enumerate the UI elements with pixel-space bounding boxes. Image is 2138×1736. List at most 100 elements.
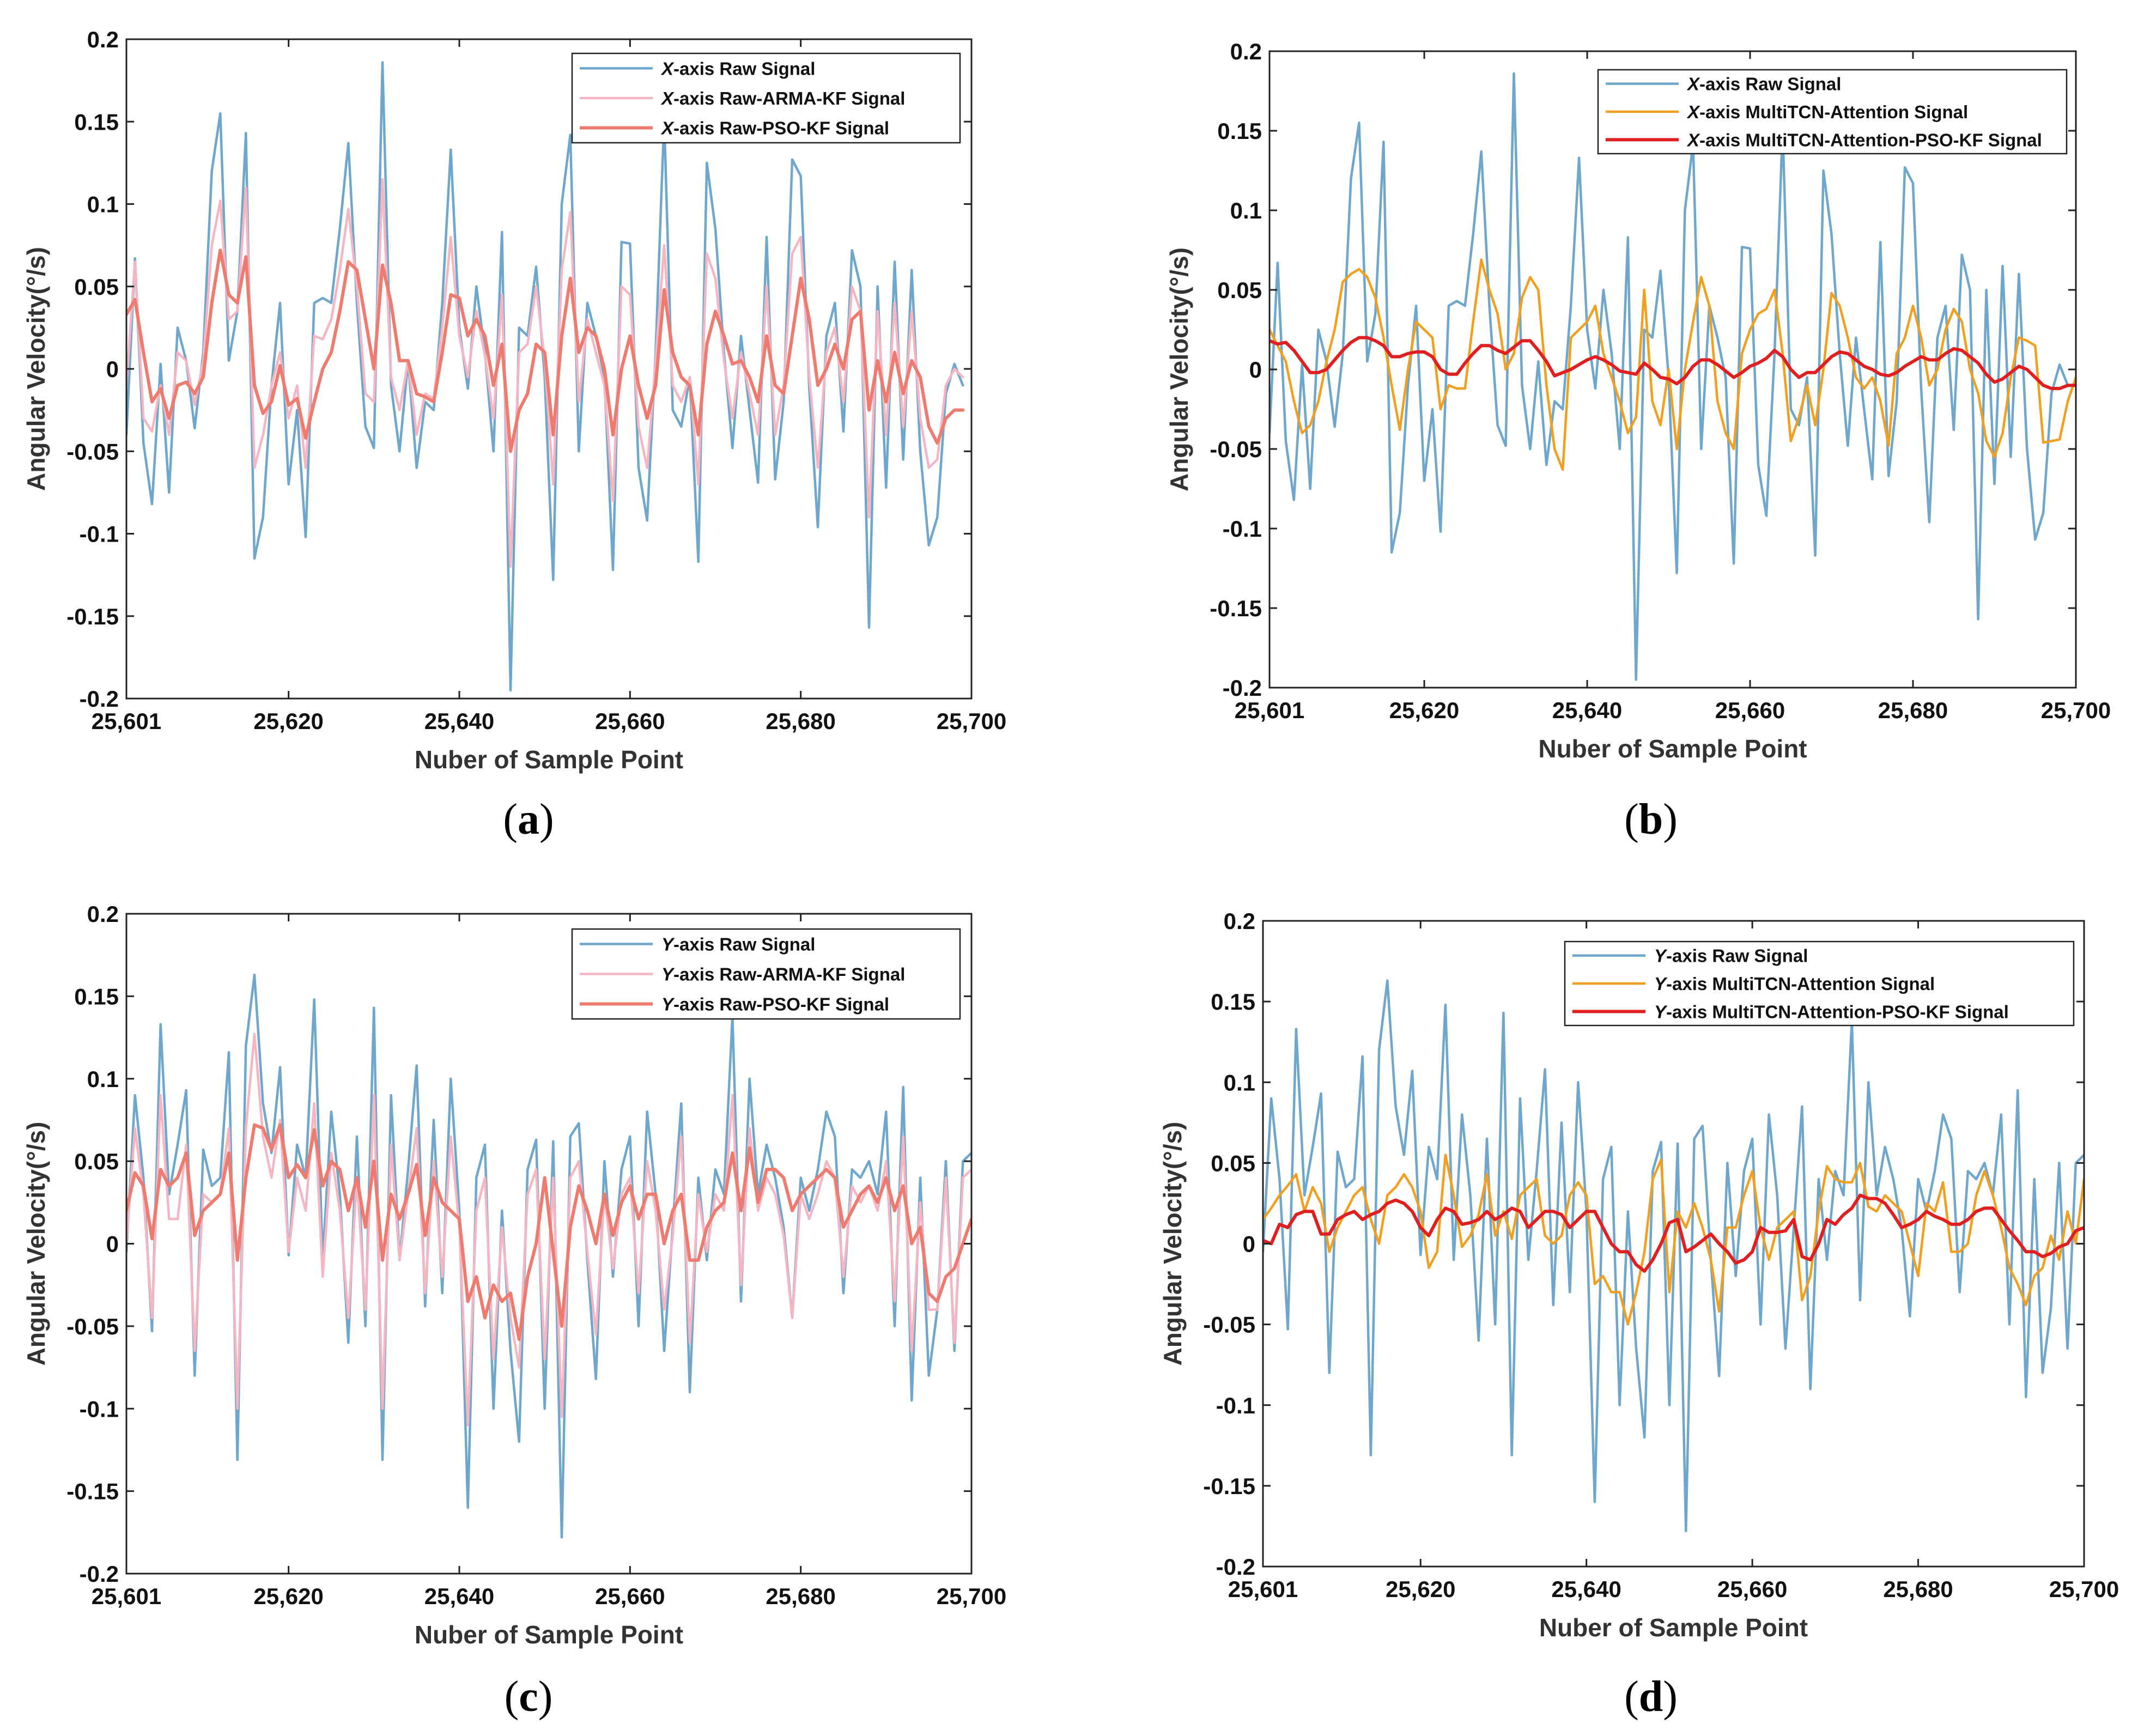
legend-series-name: -axis MultiTCN-Attention Signal <box>1699 102 1968 122</box>
y-tick-label: -0.1 <box>80 1396 119 1422</box>
y-tick-label: 0 <box>1249 357 1262 383</box>
series-line-multitcn-attention-signal <box>1270 258 2076 471</box>
y-axis-title: Angular Velocity(°/s) <box>1158 1122 1187 1366</box>
x-tick-label: 25,660 <box>595 708 665 734</box>
legend-series-name: -axis Raw-ARMA-KF Signal <box>673 88 905 108</box>
x-tick-label: 25,680 <box>1878 697 1948 723</box>
x-tick-label: 25,700 <box>937 1583 1006 1609</box>
chart-panel-d: 0.2 0.15 0.1 0.05 0 -0.05 -0.1 -0.15 -0.225,601 2… <box>1158 908 2119 1721</box>
x-tick-label: 25,660 <box>595 1583 665 1609</box>
legend-axis-letter: X <box>660 88 675 108</box>
x-tick-label: 25,700 <box>2049 1576 2119 1602</box>
legend-axis-letter: X <box>660 118 675 138</box>
y-tick-label: -0.15 <box>66 604 119 629</box>
x-tick-label: 25,620 <box>1389 697 1459 723</box>
legend-axis-letter: X <box>1686 102 1700 122</box>
legend-series-name: -axis Raw-ARMA-KF Signal <box>673 964 905 985</box>
x-tick-label: 25,640 <box>1552 697 1622 723</box>
legend-series-name: -axis Raw Signal <box>673 934 815 955</box>
legend-series-name: -axis MultiTCN-Attention-PSO-KF Signal <box>1666 1001 2009 1022</box>
legend-entry-label: Y-axis Raw-ARMA-KF Signal <box>661 964 905 985</box>
legend-series-name: -axis Raw Signal <box>1699 74 1841 94</box>
y-tick-label: -0.15 <box>1203 1473 1255 1499</box>
chart-panel-b: 0.2 0.15 0.1 0.05 0 -0.05 -0.1 -0.15 -0.225,601 2… <box>1165 39 2111 843</box>
series-line-raw-signal <box>1263 979 2084 1533</box>
legend-series-name: -axis Raw Signal <box>1666 946 1808 966</box>
y-tick-label: 0.2 <box>1230 39 1262 64</box>
y-axis-title: Angular Velocity(°/s) <box>22 1122 50 1366</box>
y-tick-label: -0.05 <box>66 1314 119 1339</box>
legend-axis-letter: Y <box>661 964 675 985</box>
legend-axis-letter: Y <box>661 934 675 955</box>
legend-entry-label: Y-axis Raw Signal <box>661 934 815 955</box>
y-tick-label: -0.2 <box>1223 675 1262 701</box>
series-line-raw-arma-kf-signal <box>126 1033 971 1427</box>
series-line-multitcn-attention-pso-kf-signal <box>1270 336 2076 390</box>
legend-entry-label: X-axis MultiTCN-Attention-PSO-KF Signal <box>1686 130 2042 150</box>
plot-area <box>1270 51 2076 688</box>
x-tick-label: 25,601 <box>1235 697 1304 723</box>
y-tick-label: 0.2 <box>87 27 119 52</box>
y-tick-label: -0.15 <box>66 1479 119 1504</box>
legend-series-name: -axis Raw-PSO-KF Signal <box>673 994 889 1015</box>
y-tick-label: 0.1 <box>1224 1070 1255 1095</box>
legend-entry-label: X-axis Raw-ARMA-KF Signal <box>660 88 905 108</box>
legend-entry-label: X-axis Raw Signal <box>660 58 815 78</box>
x-tick-label: 25,680 <box>766 708 835 734</box>
y-tick-label: -0.15 <box>1210 596 1262 621</box>
y-tick-label: 0.1 <box>1230 198 1262 223</box>
y-tick-label: -0.1 <box>80 521 119 547</box>
legend-box <box>1564 940 2075 1027</box>
y-tick-label: -0.2 <box>80 1561 119 1587</box>
x-axis-title: Nuber of Sample Point <box>1539 1613 1808 1642</box>
legend-series-name: -axis MultiTCN-Attention Signal <box>1666 974 1935 994</box>
chart-panel-c: 0.2 0.15 0.1 0.05 0 -0.05 -0.1 -0.15 -0.225,601 2… <box>22 901 1006 1721</box>
y-tick-label: -0.05 <box>1210 436 1262 462</box>
panel-label: (d) <box>1624 1673 1678 1721</box>
legend-entry-label: X-axis MultiTCN-Attention Signal <box>1686 102 1968 122</box>
y-tick-label: -0.05 <box>66 439 119 464</box>
y-tick-label: -0.2 <box>80 686 119 712</box>
panel-label: (c) <box>505 1673 553 1721</box>
legend-series-name: -axis MultiTCN-Attention-PSO-KF Signal <box>1699 130 2042 150</box>
x-axis-title: Nuber of Sample Point <box>415 745 683 774</box>
y-tick-label: -0.1 <box>1223 516 1262 542</box>
x-tick-label: 25,680 <box>766 1583 835 1609</box>
x-tick-label: 25,601 <box>1228 1576 1298 1602</box>
x-tick-label: 25,601 <box>92 1583 161 1609</box>
x-tick-label: 25,601 <box>92 708 161 734</box>
chart-panel-a: 0.2 0.15 0.1 0.05 0 -0.05 -0.1 -0.15 -0.225,601 2… <box>22 27 1006 843</box>
panel-label: (a) <box>503 796 554 843</box>
x-tick-label: 25,660 <box>1715 697 1785 723</box>
x-tick-label: 25,700 <box>2041 697 2111 723</box>
series-line-raw-pso-kf-signal <box>126 248 965 453</box>
y-tick-label: 0 <box>106 356 119 382</box>
series-group <box>1263 979 2084 1533</box>
x-axis-title: Nuber of Sample Point <box>415 1620 683 1649</box>
legend-axis-letter: X <box>1686 130 1700 150</box>
series-group <box>126 61 965 692</box>
y-tick-label: -0.1 <box>1216 1393 1255 1418</box>
x-tick-label: 25,640 <box>424 708 494 734</box>
y-tick-label: 0.2 <box>87 901 119 927</box>
x-tick-label: 25,620 <box>253 708 323 734</box>
series-line-raw-pso-kf-signal <box>126 1123 971 1342</box>
y-tick-label: 0.15 <box>1211 989 1255 1015</box>
y-axis-title: Angular Velocity(°/s) <box>1165 247 1193 491</box>
y-tick-label: 0 <box>106 1231 119 1257</box>
y-axis-title: Angular Velocity(°/s) <box>22 247 50 491</box>
y-tick-label: 0.15 <box>74 109 119 135</box>
series-group <box>1270 72 2076 681</box>
legend-entry-label: Y-axis MultiTCN-Attention-PSO-KF Signal <box>1654 1001 2009 1022</box>
x-tick-label: 25,680 <box>1883 1576 1953 1602</box>
series-line-multitcn-attention-pso-kf-signal <box>1263 1193 2084 1273</box>
x-tick-label: 25,620 <box>1386 1576 1455 1602</box>
y-tick-label: -0.05 <box>1203 1312 1255 1338</box>
y-tick-label: 0 <box>1243 1231 1255 1257</box>
x-tick-label: 25,700 <box>937 708 1006 734</box>
y-tick-label: 0.15 <box>1217 118 1262 144</box>
